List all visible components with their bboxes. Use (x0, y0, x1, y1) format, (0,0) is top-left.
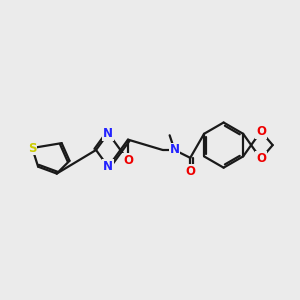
Text: O: O (123, 154, 133, 167)
Text: O: O (256, 125, 266, 138)
Text: O: O (185, 165, 195, 178)
Text: N: N (103, 160, 113, 173)
Text: N: N (103, 127, 113, 140)
Text: N: N (169, 143, 179, 157)
Text: O: O (256, 152, 266, 165)
Text: S: S (28, 142, 37, 154)
